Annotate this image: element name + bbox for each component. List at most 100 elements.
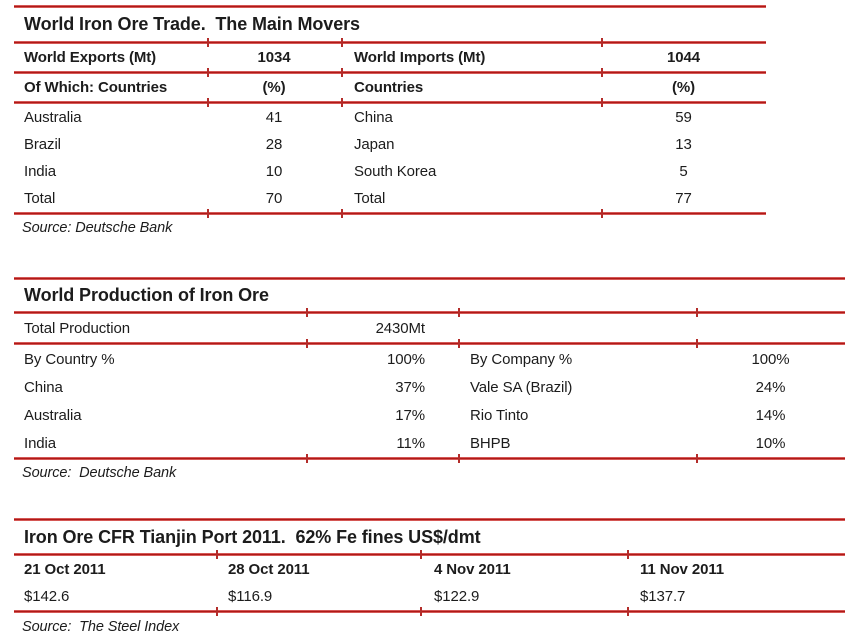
table-world-iron-ore-trade: World Iron Ore Trade. The Main Movers Wo… [14, 5, 766, 218]
table-cell: $116.9 [228, 588, 273, 605]
table-row: Brazil 28 Japan 13 [14, 131, 766, 158]
table-row-values: $142.6 $116.9 $122.9 $137.7 [14, 583, 845, 610]
table-cell: (%) [671, 79, 696, 96]
table-cell: By Company % [470, 350, 573, 368]
table-row: India 11% BHPB 10% [14, 429, 845, 457]
column-boundary-tick [207, 209, 209, 218]
table-cell: World Imports (Mt) [354, 49, 486, 66]
red-rule-top [14, 518, 845, 521]
table-cell: 10 [265, 163, 283, 180]
table-cell: China [354, 109, 393, 126]
table-cell: 100% [387, 350, 425, 368]
table-title: World Production of Iron Ore [24, 285, 269, 305]
column-boundary-tick [341, 38, 343, 47]
red-rule-bottom [14, 454, 845, 463]
column-boundary-tick [420, 607, 422, 616]
table-cell: 100% [751, 350, 790, 368]
table-cell: $122.9 [434, 588, 480, 605]
table-row-total: Total 70 Total 77 [14, 185, 766, 212]
table-cell: 13 [675, 136, 692, 153]
table-title: Iron Ore CFR Tianjin Port 2011. 62% Fe f… [24, 526, 481, 547]
source-note: Source: The Steel Index [22, 619, 180, 635]
red-rule-bottom [14, 607, 845, 616]
table-cell: Vale SA (Brazil) [470, 378, 573, 396]
table-iron-ore-cfr-tianjin: Iron Ore CFR Tianjin Port 2011. 62% Fe f… [14, 518, 845, 616]
table-cell: India [24, 434, 57, 452]
red-rule-top [14, 277, 845, 280]
column-boundary-tick [306, 308, 308, 317]
table-row: China 37% Vale SA (Brazil) 24% [14, 373, 845, 401]
table-row-summary: World Exports (Mt) 1034 World Imports (M… [14, 44, 766, 71]
table-row: Australia 17% Rio Tinto 14% [14, 401, 845, 429]
column-boundary-tick [601, 209, 603, 218]
table-cell: By Country % [24, 350, 115, 368]
table-cell: 1034 [257, 49, 291, 66]
column-boundary-tick [216, 607, 218, 616]
table-row-header: Of Which: Countries (%) Countries (%) [14, 74, 766, 101]
table-cell: BHPB [470, 434, 511, 452]
column-boundary-tick [341, 68, 343, 77]
table-cell: 24% [755, 378, 786, 396]
table-cell: 10% [755, 434, 786, 452]
red-rule [14, 68, 766, 77]
table-cell: 11 Nov 2011 [640, 561, 724, 578]
table-cell: Rio Tinto [470, 406, 529, 424]
column-boundary-tick [696, 454, 698, 463]
table-row: India 10 South Korea 5 [14, 158, 766, 185]
table-cell: India [24, 163, 57, 180]
table-cell: 11% [396, 434, 425, 452]
column-boundary-tick [458, 454, 460, 463]
table-cell: Countries [354, 79, 424, 96]
table-cell: 41 [265, 109, 283, 126]
table-cell: 5 [679, 163, 688, 180]
table-cell: World Exports (Mt) [24, 49, 157, 66]
column-boundary-tick [420, 550, 422, 559]
table-cell: 70 [265, 190, 283, 207]
table-row: Australia 41 China 59 [14, 104, 766, 131]
source-note: Source: Deutsche Bank [22, 465, 177, 481]
red-rule [14, 98, 766, 107]
table-cell: 4 Nov 2011 [434, 561, 511, 578]
table-cell: $137.7 [640, 588, 686, 605]
column-boundary-tick [207, 38, 209, 47]
table-title: World Iron Ore Trade. The Main Movers [24, 14, 360, 34]
column-boundary-tick [207, 98, 209, 107]
table-cell: $142.6 [24, 588, 70, 605]
column-boundary-tick [306, 339, 308, 348]
column-boundary-tick [306, 454, 308, 463]
column-boundary-tick [341, 209, 343, 218]
column-boundary-tick [601, 38, 603, 47]
red-rule [14, 550, 845, 559]
red-rule [14, 339, 845, 348]
table-row-header: 21 Oct 2011 28 Oct 2011 4 Nov 2011 11 No… [14, 556, 845, 583]
table-cell: 37% [395, 378, 425, 396]
table-cell: Brazil [24, 136, 61, 153]
table-cell: Australia [24, 109, 82, 126]
table-cell: South Korea [354, 163, 437, 180]
table-cell: 77 [675, 190, 692, 207]
column-boundary-tick [341, 98, 343, 107]
red-rule-bottom [14, 209, 766, 218]
table-cell: 1044 [667, 49, 700, 66]
red-rule-top [14, 5, 766, 8]
table-cell: 21 Oct 2011 [24, 561, 106, 578]
column-boundary-tick [601, 98, 603, 107]
source-note: Source: Deutsche Bank [22, 220, 173, 236]
column-boundary-tick [696, 339, 698, 348]
table-cell: Japan [354, 136, 395, 153]
table-cell: 2430Mt [375, 319, 426, 337]
table-cell: 28 Oct 2011 [228, 561, 310, 578]
table-cell: 28 [265, 136, 283, 153]
table-cell: Of Which: Countries [24, 79, 168, 96]
table-cell: 14% [755, 406, 786, 424]
table-cell: China [24, 378, 63, 396]
table-cell: Total [354, 190, 386, 207]
red-rule [14, 38, 766, 47]
table-cell: Australia [24, 406, 82, 424]
table-cell: 17% [395, 406, 425, 424]
table-cell: Total [24, 190, 56, 207]
column-boundary-tick [216, 550, 218, 559]
table-row-total-production: Total Production 2430Mt [14, 314, 845, 342]
